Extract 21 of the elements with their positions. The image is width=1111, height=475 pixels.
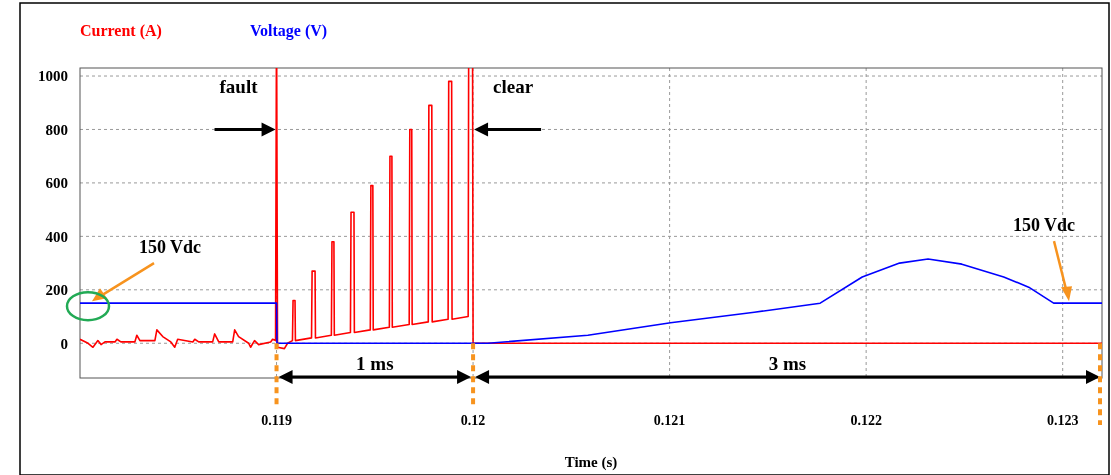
x-tick-label: 0.119 <box>261 413 292 428</box>
x-tick-label: 0.121 <box>653 413 686 428</box>
annotation: 1 ms <box>356 353 394 374</box>
annotation: 3 ms <box>768 353 807 374</box>
y-tick-label: 1000 <box>38 68 68 85</box>
y-tick-label: 0 <box>60 335 68 352</box>
x-tick-label: 0.122 <box>850 413 882 428</box>
x-tick-label: 0.12 <box>460 413 486 428</box>
y-tick-label: 600 <box>45 175 68 192</box>
line-series <box>80 258 1102 345</box>
x-axis-title: Time (s) <box>564 454 618 471</box>
y-tick-label: 200 <box>45 282 68 299</box>
text: Current (A) <box>80 22 162 40</box>
x-tick-label: 0.123 <box>1046 413 1079 428</box>
annotation: fault <box>219 76 259 98</box>
annotation: 150 Vdc <box>1012 215 1076 236</box>
text: Voltage (V) <box>250 22 328 40</box>
y-tick-label: 800 <box>45 121 68 138</box>
annotation: 150 Vdc <box>138 237 202 258</box>
annotation: clear <box>493 76 534 98</box>
y-tick-label: 400 <box>45 228 68 245</box>
